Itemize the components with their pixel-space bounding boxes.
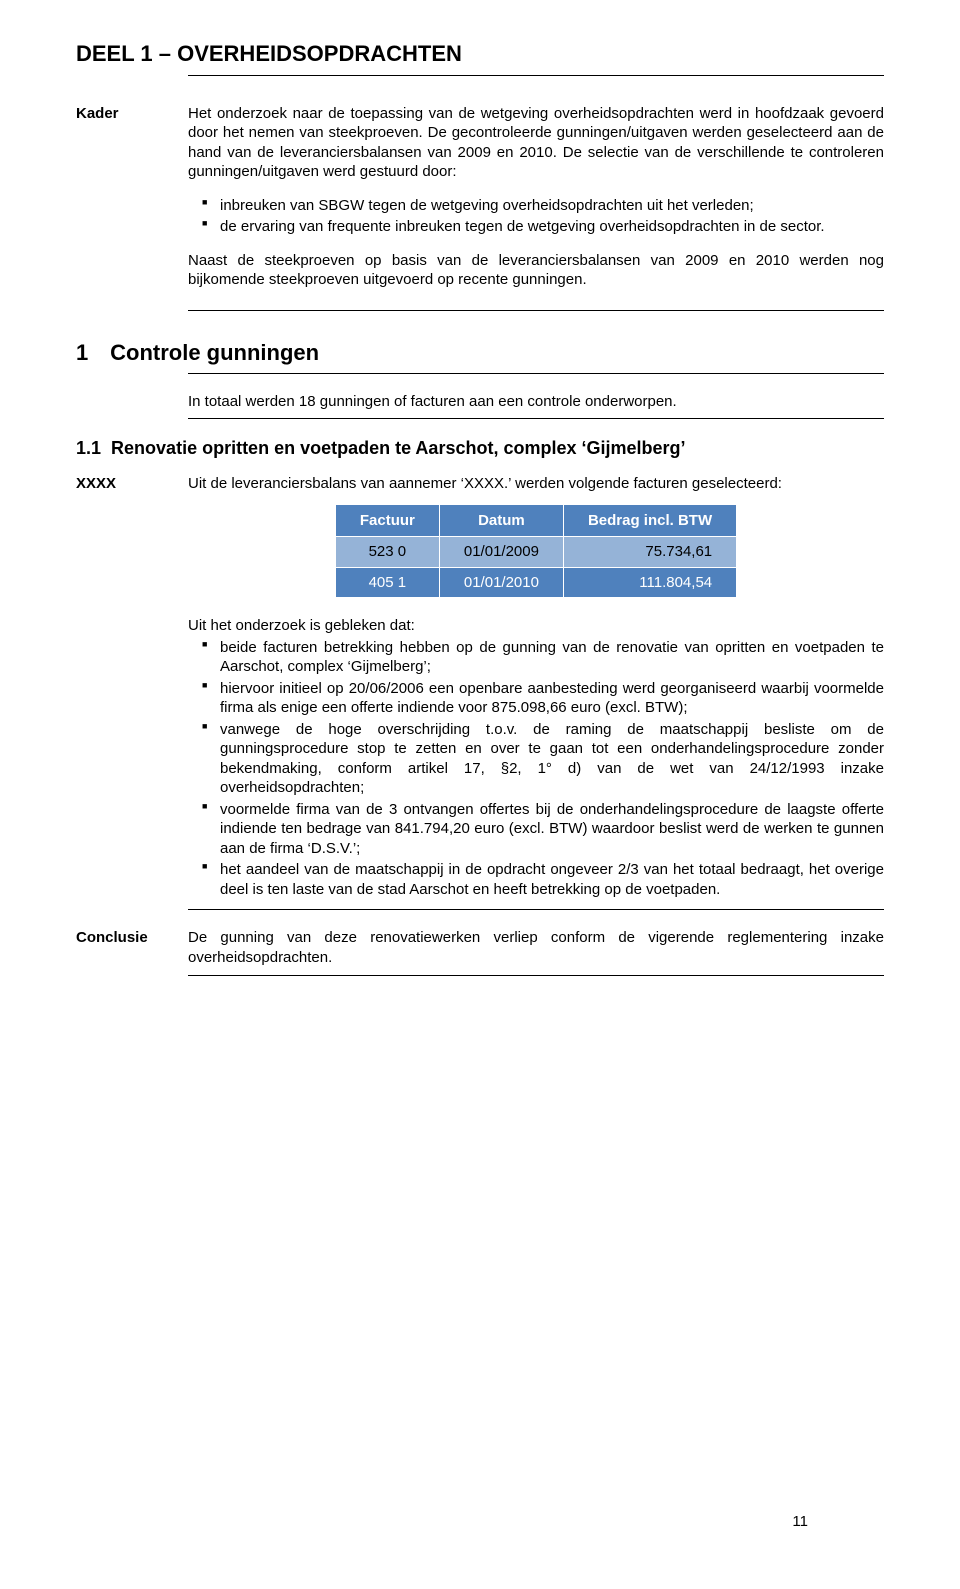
findings-bullet: vanwege de hoge overschrijding t.o.v. de… bbox=[188, 720, 884, 798]
controle-title: Controle gunningen bbox=[110, 340, 319, 365]
cell-bedrag: 75.734,61 bbox=[563, 537, 736, 568]
kader-bullets: inbreuken van SBGW tegen de wetgeving ov… bbox=[188, 196, 884, 237]
factuur-table: Factuur Datum Bedrag incl. BTW 523 0 01/… bbox=[335, 504, 737, 599]
sub-title: Renovatie opritten en voetpaden te Aarsc… bbox=[111, 438, 685, 458]
kader-bullet: inbreuken van SBGW tegen de wetgeving ov… bbox=[188, 196, 884, 216]
xxxx-label: XXXX bbox=[76, 474, 188, 494]
conclusie-label: Conclusie bbox=[76, 928, 188, 948]
findings-intro: Uit het onderzoek is gebleken dat: bbox=[188, 616, 884, 636]
rule bbox=[188, 75, 884, 76]
deel-title: DEEL 1 – OVERHEIDSOPDRACHTEN bbox=[76, 40, 884, 69]
cell-factuur: 405 1 bbox=[335, 567, 439, 598]
kader-bullet: de ervaring van frequente inbreuken tege… bbox=[188, 217, 884, 237]
sub-num: 1.1 bbox=[76, 438, 101, 458]
rule bbox=[188, 909, 884, 910]
kader-label: Kader bbox=[76, 104, 188, 124]
findings-bullet: beide facturen betrekking hebben op de g… bbox=[188, 638, 884, 677]
rule bbox=[188, 975, 884, 976]
table-row: 405 1 01/01/2010 111.804,54 bbox=[335, 567, 736, 598]
controle-num: 1 bbox=[76, 339, 104, 368]
xxxx-intro: Uit de leveranciersbalans van aannemer ‘… bbox=[188, 474, 884, 494]
findings: Uit het onderzoek is gebleken dat: beide… bbox=[188, 616, 884, 899]
controle-intro: In totaal werden 18 gunningen of facture… bbox=[188, 392, 884, 412]
rule bbox=[188, 310, 884, 311]
rule bbox=[188, 418, 884, 419]
controle-heading: 1 Controle gunningen bbox=[76, 339, 884, 368]
cell-datum: 01/01/2010 bbox=[439, 567, 563, 598]
rule bbox=[188, 373, 884, 374]
cell-bedrag: 111.804,54 bbox=[563, 567, 736, 598]
sub-heading: 1.1 Renovatie opritten en voetpaden te A… bbox=[76, 437, 884, 460]
kader-p2: Naast de steekproeven op basis van de le… bbox=[188, 251, 884, 290]
kader-p1: Het onderzoek naar de toepassing van de … bbox=[188, 104, 884, 182]
page-number: 11 bbox=[792, 1512, 808, 1532]
th-factuur: Factuur bbox=[335, 504, 439, 537]
table-row: 523 0 01/01/2009 75.734,61 bbox=[335, 537, 736, 568]
findings-bullet: het aandeel van de maatschappij in de op… bbox=[188, 860, 884, 899]
cell-datum: 01/01/2009 bbox=[439, 537, 563, 568]
th-bedrag: Bedrag incl. BTW bbox=[563, 504, 736, 537]
findings-bullet: voormelde firma van de 3 ontvangen offer… bbox=[188, 800, 884, 859]
cell-factuur: 523 0 bbox=[335, 537, 439, 568]
conclusie-text: De gunning van deze renovatiewerken verl… bbox=[188, 928, 884, 967]
findings-bullet: hiervoor initieel op 20/06/2006 een open… bbox=[188, 679, 884, 718]
th-datum: Datum bbox=[439, 504, 563, 537]
